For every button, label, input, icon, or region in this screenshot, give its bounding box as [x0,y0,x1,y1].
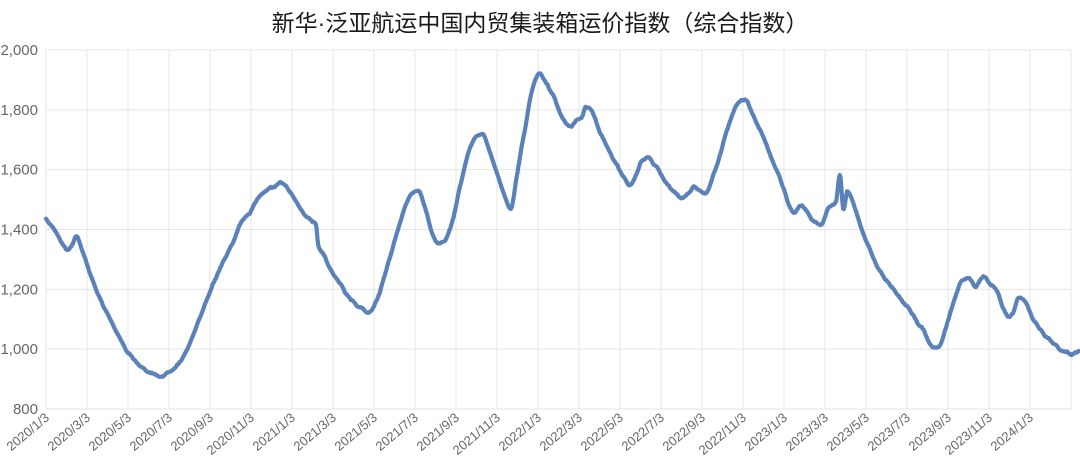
svg-text:2020/3/3: 2020/3/3 [45,410,93,454]
svg-text:2023/3/3: 2023/3/3 [783,410,831,454]
svg-text:2020/7/3: 2020/7/3 [127,410,175,454]
svg-text:2021/1/3: 2021/1/3 [250,410,298,454]
svg-text:1,600: 1,600 [0,162,38,179]
svg-text:2023/5/3: 2023/5/3 [824,410,872,454]
svg-text:2022/7/3: 2022/7/3 [619,410,667,454]
svg-text:2021/3/3: 2021/3/3 [291,410,339,454]
svg-text:2023/1/3: 2023/1/3 [742,410,790,454]
svg-text:2020/5/3: 2020/5/3 [86,410,134,454]
svg-text:1,000: 1,000 [0,341,38,358]
svg-text:2024/1/3: 2024/1/3 [988,410,1036,454]
svg-text:2022/1/3: 2022/1/3 [496,410,544,454]
svg-text:2022/5/3: 2022/5/3 [578,410,626,454]
svg-text:2021/7/3: 2021/7/3 [373,410,421,454]
svg-text:2023/7/3: 2023/7/3 [865,410,913,454]
svg-text:2022/3/3: 2022/3/3 [537,410,585,454]
svg-text:1,200: 1,200 [0,281,38,298]
svg-text:1,800: 1,800 [0,102,38,119]
svg-text:2021/5/3: 2021/5/3 [332,410,380,454]
svg-text:1,400: 1,400 [0,222,38,239]
svg-text:2,000: 2,000 [0,42,38,59]
